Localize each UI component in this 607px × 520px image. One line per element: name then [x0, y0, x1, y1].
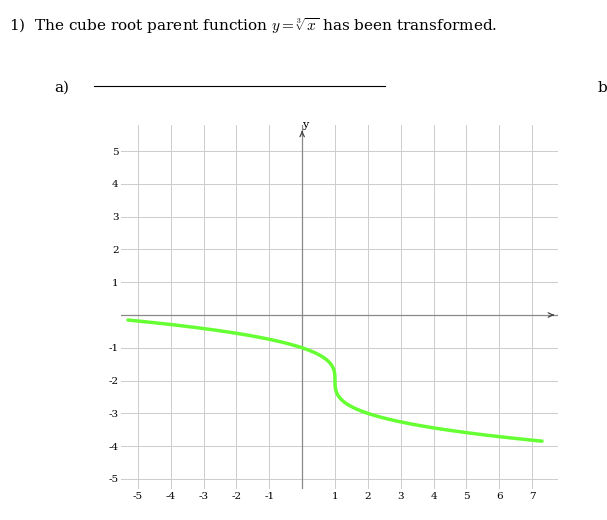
Text: a): a): [55, 81, 70, 95]
Text: y: y: [302, 120, 308, 129]
Text: 1)  The cube root parent function $y = \sqrt[3]{x}$ has been transformed.: 1) The cube root parent function $y = \s…: [9, 16, 497, 35]
Text: b: b: [598, 81, 607, 95]
